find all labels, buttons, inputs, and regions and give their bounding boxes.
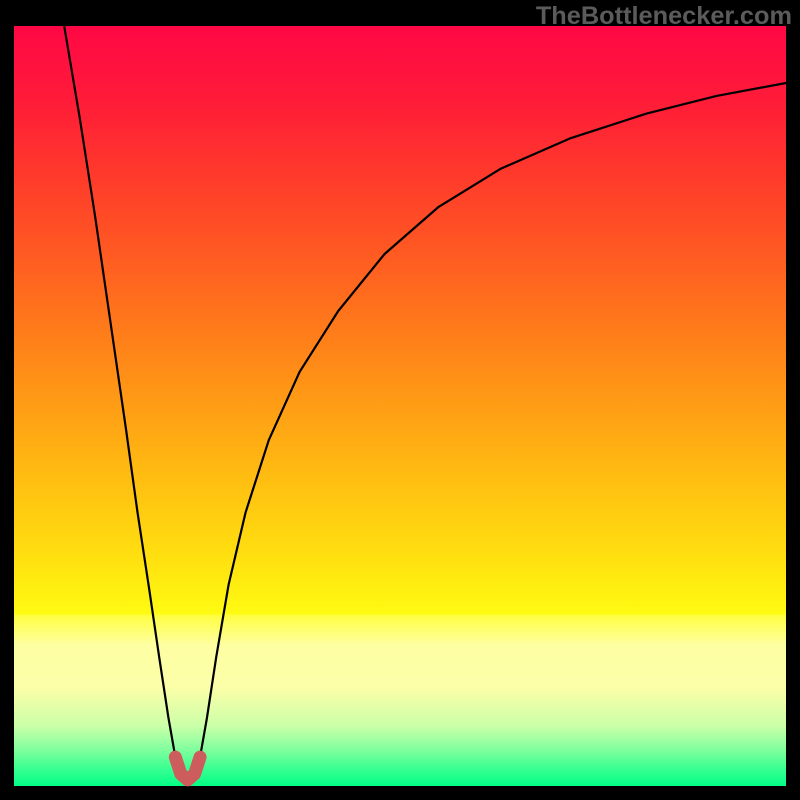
gradient-plot-area [14,26,786,786]
bottleneck-chart [0,0,800,800]
chart-frame: TheBottlenecker.com [0,0,800,800]
watermark-text: TheBottlenecker.com [536,2,792,31]
